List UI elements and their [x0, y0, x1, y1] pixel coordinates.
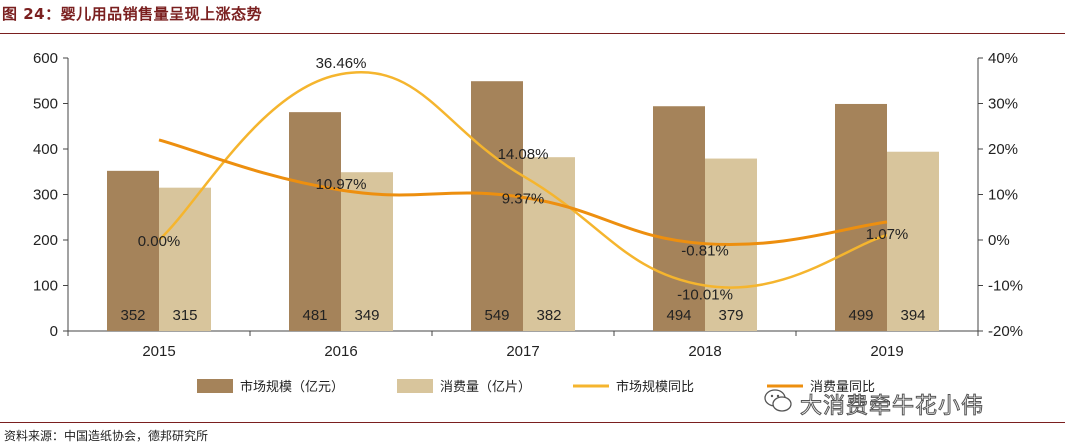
- y-right-tick-label: 20%: [988, 141, 1018, 158]
- title-divider: [0, 33, 1065, 34]
- bar-1: [887, 151, 939, 331]
- x-tick-label: 2019: [870, 343, 903, 360]
- y-left-tick-label: 0: [50, 323, 58, 340]
- x-tick-label: 2017: [506, 343, 539, 360]
- line-value-label: 14.08%: [498, 146, 549, 163]
- bar-1: [341, 172, 393, 331]
- y-left-tick-label: 200: [33, 232, 58, 249]
- line-value-label: 9.37%: [502, 190, 545, 207]
- bar-0: [289, 112, 341, 332]
- bar-1: [523, 157, 575, 331]
- line-value-label: 1.07%: [866, 226, 909, 243]
- bar-value-label: 499: [848, 307, 873, 324]
- line-value-label: 10.97%: [316, 176, 367, 193]
- y-right-tick-label: 0%: [988, 232, 1010, 249]
- watermark: 大消费牵牛花小伟: [799, 394, 985, 420]
- bar-0: [653, 106, 705, 331]
- bar-value-label: 315: [172, 307, 197, 324]
- bar-0: [107, 170, 159, 331]
- bar-value-label: 549: [484, 307, 509, 324]
- y-left-tick-label: 500: [33, 96, 58, 113]
- legend-label: 消费量（亿片）: [440, 380, 531, 395]
- line-value-label: -10.01%: [677, 287, 733, 304]
- legend-label: 消费量同比: [810, 380, 875, 395]
- y-right-tick-label: 40%: [988, 50, 1018, 67]
- line-value-label: 0.00%: [138, 233, 181, 250]
- bar-value-label: 379: [718, 307, 743, 324]
- source-note: 资料来源：中国造纸协会，德邦研究所: [4, 429, 209, 443]
- legend-label: 市场规模同比: [616, 379, 694, 395]
- source-divider: [0, 422, 1065, 423]
- bar-value-label: 481: [302, 307, 327, 324]
- x-tick-label: 2015: [142, 343, 175, 360]
- x-tick-label: 2018: [688, 343, 721, 360]
- y-left-tick-label: 400: [33, 141, 58, 158]
- wechat-icon: [764, 389, 792, 412]
- line-value-label: -0.81%: [681, 243, 729, 260]
- bar-value-label: 349: [354, 307, 379, 324]
- bar-value-label: 352: [120, 307, 145, 324]
- y-right-tick-label: -20%: [988, 323, 1023, 340]
- y-right-tick-label: 10%: [988, 187, 1018, 204]
- y-left-tick-label: 100: [33, 278, 58, 295]
- figure-title: 图 24：婴儿用品销售量呈现上涨态势: [2, 5, 263, 23]
- bar-value-label: 382: [536, 307, 561, 324]
- bar-value-label: 394: [900, 307, 925, 324]
- y-left-tick-label: 600: [33, 50, 58, 67]
- line-value-label: 36.46%: [316, 55, 367, 72]
- y-right-tick-label: -10%: [988, 278, 1023, 295]
- legend-label: 市场规模（亿元）: [240, 379, 344, 395]
- bar-0: [835, 103, 887, 331]
- legend-swatch: [397, 379, 433, 393]
- legend-swatch: [197, 379, 233, 393]
- line-series-0: [158, 71, 888, 289]
- y-right-tick-label: 30%: [988, 96, 1018, 113]
- bar-0: [471, 81, 523, 331]
- bar-value-label: 494: [666, 307, 691, 324]
- line-series-1: [158, 138, 888, 246]
- x-tick-label: 2016: [324, 343, 357, 360]
- y-left-tick-label: 300: [33, 187, 58, 204]
